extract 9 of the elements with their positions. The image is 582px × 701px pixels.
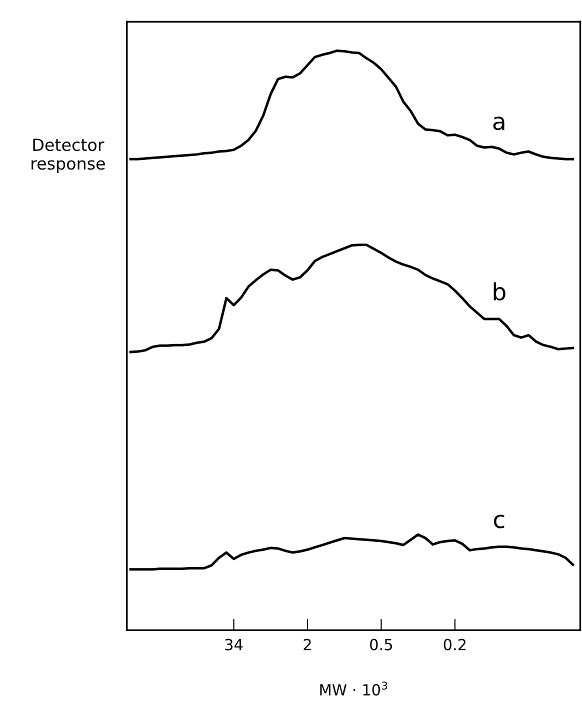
x-axis-title: MW · 10$^{3}$ [320,682,388,696]
series-label: c [494,514,504,528]
x-tick-label: 2 [304,638,311,650]
x-tick-label: 0.2 [444,638,466,650]
series-label: b [494,282,506,301]
x-tick-label: 34 [225,638,243,650]
x-tick-label: 0.5 [370,638,392,650]
y-axis-title: Detector response [32,138,105,173]
series-label: a [493,116,504,130]
